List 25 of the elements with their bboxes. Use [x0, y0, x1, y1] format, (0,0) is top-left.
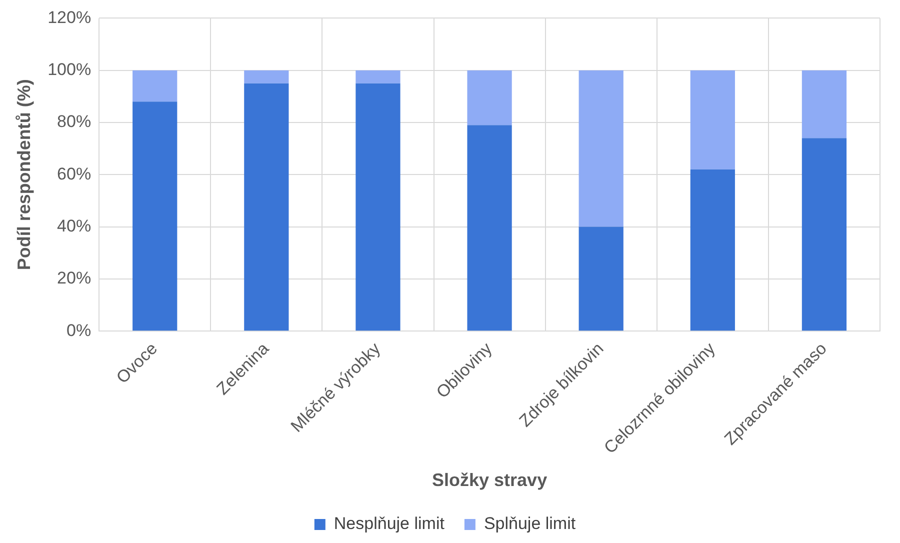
bar — [690, 169, 735, 331]
bar — [244, 70, 289, 84]
y-tick-label: 20% — [57, 268, 92, 288]
x-axis-title: Složky stravy — [432, 470, 548, 490]
bar — [356, 70, 400, 84]
y-tick-label: 0% — [66, 320, 92, 340]
y-axis-title: Podíl respondentů (%) — [14, 79, 34, 270]
legend-label: Nesplňuje limit — [334, 514, 445, 534]
bar — [467, 70, 512, 126]
y-tick-label: 60% — [57, 164, 92, 184]
y-tick-label: 40% — [57, 216, 92, 236]
y-tick-label: 80% — [57, 112, 92, 132]
bar — [690, 70, 735, 170]
bar — [802, 70, 847, 138]
bar — [132, 102, 178, 331]
bar — [578, 226, 624, 331]
bar — [244, 83, 289, 331]
legend-label: Splňuje limit — [484, 514, 576, 534]
bar — [132, 70, 178, 102]
bar — [356, 83, 400, 331]
y-tick-label: 100% — [48, 60, 92, 80]
bar — [467, 125, 512, 331]
bar — [578, 70, 624, 227]
y-tick-label: 120% — [48, 8, 92, 27]
bar — [802, 138, 847, 331]
